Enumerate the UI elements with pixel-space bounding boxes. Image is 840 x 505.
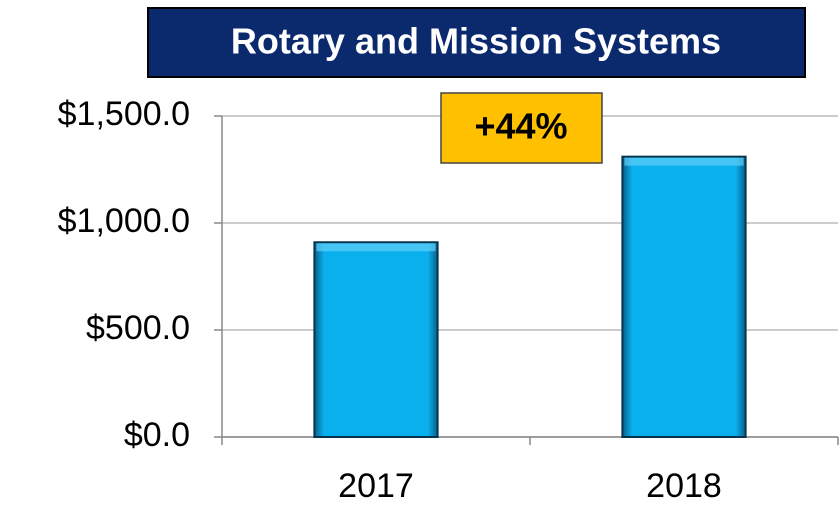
bar-bevel [316,243,436,252]
y-tick-label: $500.0 [86,309,190,347]
y-tick-label: $1,500.0 [58,95,190,133]
y-tick-label: $0.0 [124,416,190,454]
bar [621,155,747,438]
bar [313,241,439,438]
chart-title: Rotary and Mission Systems [231,21,721,62]
bar-bevel [624,157,744,166]
annotation-box [440,92,603,164]
annotation: +44% [474,106,567,147]
title-box [147,7,806,78]
y-tick-label: $1,000.0 [58,202,190,240]
x-tick-label: 2018 [646,467,722,505]
x-tick-label: 2017 [338,467,414,505]
